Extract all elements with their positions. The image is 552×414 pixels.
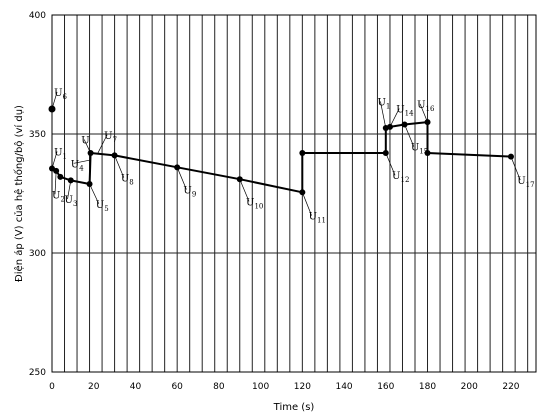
point-label-subscript: 3 — [73, 200, 77, 208]
plot-frame — [51, 14, 537, 373]
data-point — [57, 173, 64, 180]
data-point — [67, 177, 74, 184]
x-tick-label: 120 — [294, 382, 311, 392]
x-tick-label: 100 — [252, 382, 269, 392]
point-label: U2 — [52, 190, 65, 203]
y-tick-labels: 250 300 350 400 — [29, 11, 46, 378]
point-label-subscript: 14 — [405, 110, 414, 118]
point-label-subscript: 12 — [400, 176, 409, 184]
x-tick-label: 160 — [377, 382, 394, 392]
point-label: U1 — [377, 97, 390, 110]
y-axis-label: Điện áp (V) của hệ thống/bộ (ví dụ) — [13, 105, 25, 282]
point-label-subscript: 1 — [63, 152, 67, 160]
point-label-subscript: 6 — [63, 93, 68, 101]
y-tick-label: 250 — [29, 368, 46, 378]
point-label: U10 — [246, 197, 263, 210]
standalone-point — [48, 105, 56, 113]
y-tick-label: 400 — [29, 11, 46, 21]
label-leader-line — [176, 167, 187, 190]
point-label: U7 — [104, 131, 117, 144]
point-label-subscript: 11 — [317, 217, 326, 225]
point-label: U3 — [65, 195, 78, 208]
label-leader-line — [385, 152, 396, 176]
point-label-subscript: 4 — [79, 164, 84, 172]
x-tick-label: 140 — [335, 382, 352, 392]
data-point — [111, 152, 118, 159]
x-tick-label: 80 — [213, 382, 225, 392]
data-points — [48, 105, 514, 196]
data-point — [53, 167, 60, 174]
data-point — [86, 180, 93, 187]
data-point — [386, 123, 393, 130]
data-point — [401, 121, 408, 128]
vertical-grid — [64, 15, 529, 372]
label-leader-line — [67, 180, 72, 200]
label-leader-line — [380, 101, 387, 129]
data-point — [174, 164, 181, 171]
label-leader-line — [419, 103, 428, 123]
point-label: U16 — [417, 100, 435, 113]
point-label: U17 — [517, 176, 534, 189]
label-leader-line — [510, 156, 521, 181]
data-point — [382, 150, 389, 157]
point-label: U11 — [309, 212, 326, 225]
data-point — [507, 153, 514, 160]
x-tick-labels: 0 20 40 60 80 100 120 140 160 180 200 220 — [49, 382, 520, 392]
y-tick-label: 350 — [29, 130, 46, 140]
data-point — [299, 150, 306, 157]
point-label: U12 — [392, 171, 409, 184]
label-leader-line — [97, 134, 108, 154]
x-axis-label: Time (s) — [273, 402, 315, 413]
point-label-subscript: 2 — [60, 195, 64, 203]
point-label-subscript: 16 — [426, 105, 435, 113]
label-leader-line — [239, 179, 250, 202]
point-label-subscript: 8 — [129, 179, 133, 187]
data-point — [299, 189, 306, 196]
y-tick-label: 300 — [29, 249, 46, 259]
point-label-subscript: 10 — [254, 202, 263, 210]
data-point — [424, 119, 431, 126]
point-label: U — [81, 136, 89, 147]
label-leader-line — [89, 183, 100, 204]
label-leader-line — [404, 124, 415, 147]
label-leader-line — [54, 170, 57, 195]
point-label: U6 — [54, 88, 67, 101]
label-leader-line — [389, 108, 400, 128]
horizontal-grid — [52, 133, 536, 254]
point-label-subscript: 15 — [419, 148, 428, 156]
point-label: U15 — [411, 143, 428, 156]
x-tick-label: 40 — [130, 382, 142, 392]
data-point — [236, 176, 243, 183]
x-tick-label: 20 — [88, 382, 100, 392]
x-tick-label: 220 — [502, 382, 519, 392]
data-point — [87, 150, 94, 157]
point-label-subscript: 5 — [104, 205, 108, 213]
label-leader-line — [73, 159, 90, 164]
point-label: U14 — [396, 105, 414, 118]
point-label: U1 — [54, 147, 67, 160]
x-tick-label: 60 — [171, 382, 183, 392]
x-tick-label: 180 — [419, 382, 436, 392]
point-label-subscript: 9 — [192, 191, 196, 199]
point-label-subscript: 7 — [113, 136, 117, 144]
label-leader-line — [302, 192, 312, 216]
x-tick-label: 0 — [49, 382, 55, 392]
point-label-subscript: 17 — [526, 181, 535, 189]
x-tick-label: 200 — [461, 382, 478, 392]
label-leader-line — [114, 155, 125, 178]
point-label-subscript: 1 — [386, 102, 390, 110]
data-point — [424, 150, 431, 157]
